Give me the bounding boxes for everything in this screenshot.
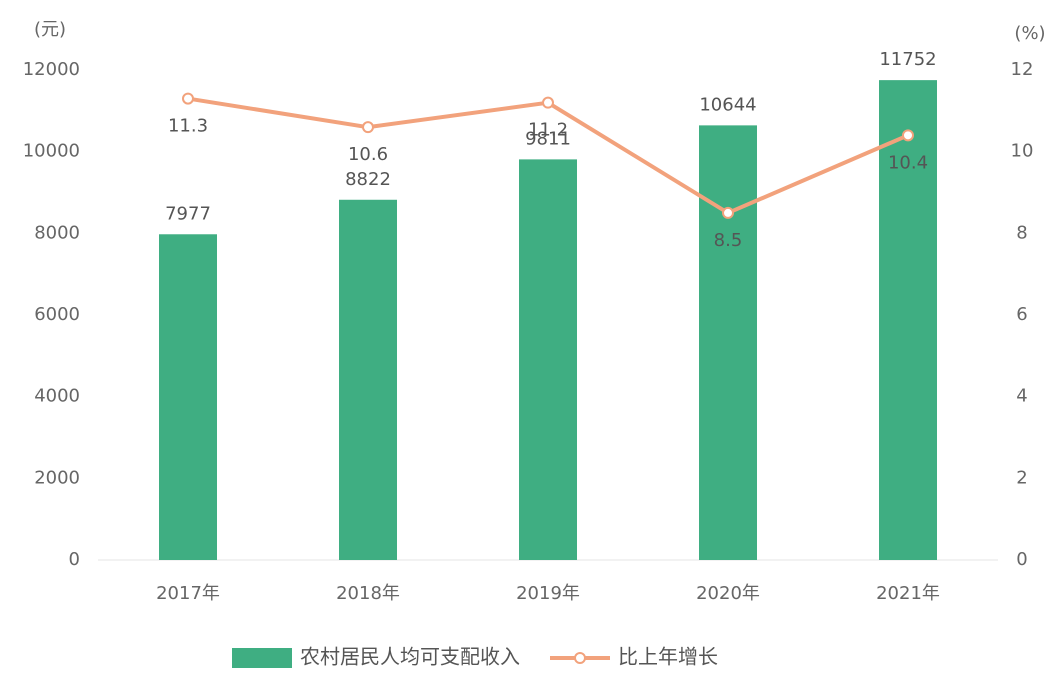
bar-value-label: 9811 <box>525 128 571 149</box>
y2-tick-label: 6 <box>1016 304 1027 325</box>
line-point <box>182 92 194 105</box>
y2-tick-label: 0 <box>1016 549 1027 570</box>
bar <box>159 234 217 560</box>
line-point <box>362 121 374 134</box>
line-point <box>722 206 734 219</box>
x-tick-label: 2017年 <box>156 583 220 604</box>
line-point <box>902 129 914 142</box>
y2-tick-label: 4 <box>1016 386 1027 407</box>
line-value-label: 10.4 <box>888 152 928 173</box>
y2-tick-label: 2 <box>1016 467 1027 488</box>
legend-label: 农村居民人均可支配收入 <box>300 645 520 669</box>
bar-value-label: 11752 <box>879 49 936 70</box>
y-tick-label: 8000 <box>34 222 80 243</box>
bar <box>879 80 937 561</box>
y2-tick-label: 8 <box>1016 222 1027 243</box>
y-tick-label: 4000 <box>34 386 80 407</box>
bar <box>699 125 757 561</box>
bar-value-label: 8822 <box>345 169 391 190</box>
y-tick-label: 6000 <box>34 304 80 325</box>
y-tick-label: 12000 <box>23 59 80 80</box>
y2-tick-label: 10 <box>1011 141 1034 162</box>
x-tick-label: 2019年 <box>516 583 580 604</box>
x-tick-label: 2020年 <box>696 583 760 604</box>
y-tick-label: 0 <box>69 549 80 570</box>
line-point <box>542 96 554 109</box>
y-tick-label: 2000 <box>34 467 80 488</box>
bar-value-label: 10644 <box>699 94 756 115</box>
line-value-label: 10.6 <box>348 144 388 165</box>
y2-axis-title: (%) <box>1014 23 1045 44</box>
y-axis-title: (元) <box>34 19 66 40</box>
line-value-label: 11.2 <box>528 120 568 141</box>
bar-value-label: 7977 <box>165 203 211 224</box>
line-value-label: 8.5 <box>714 230 743 251</box>
y-tick-label: 10000 <box>23 141 80 162</box>
legend-swatch-marker <box>574 652 586 664</box>
legend-label: 比上年增长 <box>618 645 718 669</box>
line-value-label: 11.3 <box>168 116 208 137</box>
x-tick-label: 2021年 <box>876 583 940 604</box>
legend-swatch <box>232 648 292 668</box>
x-tick-label: 2018年 <box>336 583 400 604</box>
bar <box>519 159 577 561</box>
y2-tick-label: 12 <box>1011 59 1034 80</box>
bar <box>339 199 397 561</box>
